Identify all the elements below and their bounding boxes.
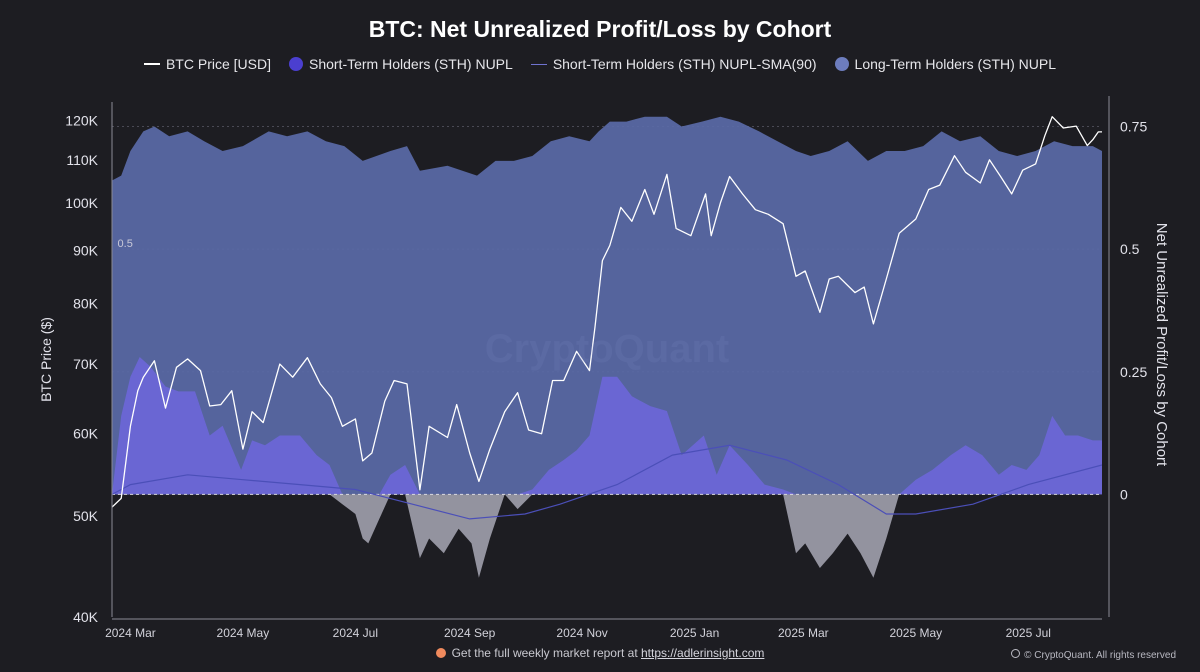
copyright-text: © CryptoQuant. All rights reserved [1024, 650, 1176, 661]
legend-item-sth-nupl-sma[interactable]: Short-Term Holders (STH) NUPL-SMA(90) [530, 56, 817, 72]
y-left-tick-label: 110K [66, 152, 98, 168]
y-left-axis-title: BTC Price ($) [38, 317, 54, 402]
circle-swatch-icon [288, 57, 303, 71]
watermark: CryptoQuant [485, 327, 729, 371]
report-link[interactable]: https://adlerinsight.com [641, 646, 765, 660]
report-footer: Get the full weekly market report at htt… [0, 646, 1200, 660]
copyright-footer: © CryptoQuant. All rights reserved [1011, 649, 1176, 661]
legend-item-lth-nupl[interactable]: Long-Term Holders (STH) NUPL [834, 56, 1057, 72]
sth-nupl-positive-area [112, 357, 1102, 495]
x-tick-label: 2024 Sep [444, 626, 496, 640]
y-left-tick-label: 90K [73, 242, 99, 258]
y-left-tick-label: 100K [65, 195, 98, 211]
x-tick-label: 2025 May [889, 626, 942, 640]
y-left-tick-label: 50K [73, 508, 99, 524]
legend-label: Short-Term Holders (STH) NUPL [308, 56, 513, 72]
y-left-tick-label: 40K [73, 609, 99, 625]
report-text: Get the full weekly market report at [451, 646, 638, 660]
y-left-tick-label: 80K [73, 296, 99, 312]
y-left-tick-label: 120K [65, 112, 98, 128]
report-dot-icon [435, 648, 446, 658]
y-right-tick-label: 0.25 [1120, 364, 1147, 380]
legend-item-sth-nupl[interactable]: Short-Term Holders (STH) NUPL [288, 56, 513, 72]
x-tick-label: 2025 Mar [778, 626, 829, 640]
sth-nupl-negative-area [112, 494, 1102, 578]
y-right-tick-label: 0 [1120, 486, 1128, 502]
sth-nupl-sma-line [112, 444, 1102, 520]
line-swatch-icon [143, 63, 160, 65]
lth-nupl-area [112, 116, 1102, 495]
legend-label: Short-Term Holders (STH) NUPL-SMA(90) [552, 56, 817, 72]
x-tick-label: 2025 Jul [1006, 626, 1051, 640]
y-right-axis-title: Net Unrealized Profit/Loss by Cohort [1153, 223, 1170, 467]
circle-swatch-icon [834, 57, 849, 71]
x-tick-label: 2024 Nov [556, 626, 607, 640]
y-left-tick-label: 60K [73, 426, 99, 442]
chart-title: BTC: Net Unrealized Profit/Loss by Cohor… [368, 16, 832, 42]
x-tick-label: 2024 Mar [105, 626, 156, 640]
x-tick-label: 2025 Jan [670, 626, 719, 640]
y-right-tick-label: 0.75 [1120, 119, 1147, 135]
legend-label: BTC Price [USD] [165, 56, 271, 72]
btc-price-line [112, 116, 1102, 508]
line-swatch-icon [530, 63, 547, 65]
y-right-tick-label: 0.5 [1120, 241, 1140, 257]
x-tick-label: 2024 Jul [333, 626, 378, 640]
legend-label: Long-Term Holders (STH) NUPL [854, 56, 1057, 72]
x-tick-label: 2024 May [217, 626, 270, 640]
chart-legend: BTC Price [USD] Short-Term Holders (STH)… [0, 56, 1200, 72]
cryptoquant-logo-icon [1011, 649, 1021, 658]
y-left-tick-label: 70K [73, 356, 99, 372]
legend-item-btc-price[interactable]: BTC Price [USD] [143, 56, 271, 72]
annotation-label: 0.5 [118, 238, 133, 250]
